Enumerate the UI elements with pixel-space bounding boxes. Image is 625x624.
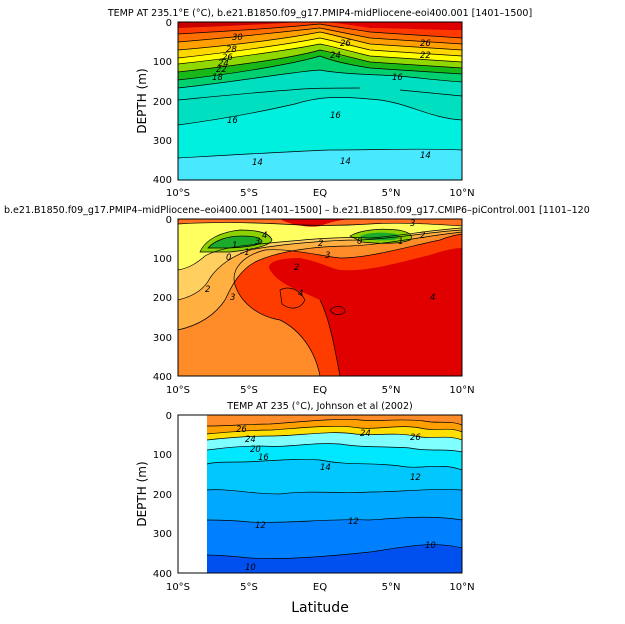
svg-text:4: 4: [298, 289, 303, 299]
svg-text:10: 10: [245, 563, 256, 573]
p1-ytick-0: 0: [166, 18, 172, 29]
p3-ytick-0: 0: [166, 411, 172, 422]
svg-text:24: 24: [330, 51, 341, 61]
svg-text:30: 30: [232, 33, 243, 43]
svg-text:20: 20: [250, 445, 261, 455]
svg-text:12: 12: [410, 473, 421, 483]
svg-text:18: 18: [212, 73, 223, 83]
p2-ytick-1: 100: [153, 254, 172, 265]
svg-text:3: 3: [325, 251, 330, 261]
p3-xtick-4: 10°N: [449, 582, 474, 593]
p2-xtick-3: 5°N: [382, 385, 401, 396]
svg-text:26: 26: [222, 53, 233, 63]
svg-text:26: 26: [410, 433, 421, 443]
panel-3-ylabel: DEPTH (m): [135, 461, 149, 526]
svg-text:22: 22: [216, 65, 227, 75]
p3-ytick-3: 300: [153, 529, 172, 540]
panel-2-y-ticks: 0 100 200 300 400: [153, 215, 172, 383]
p1-ytick-4: 400: [153, 175, 172, 186]
panel-3-title: TEMP AT 235 (°C), Johnson et al (2002): [226, 401, 412, 412]
svg-text:0: 0: [357, 237, 362, 247]
p3-xtick-2: EQ: [313, 582, 327, 593]
svg-text:14: 14: [420, 151, 431, 161]
svg-text:1: 1: [398, 237, 403, 247]
svg-text:12: 12: [255, 521, 266, 531]
p1-xtick-2: EQ: [313, 188, 327, 199]
panel-1-ylabel: DEPTH (m): [135, 68, 149, 133]
p1-xtick-3: 5°N: [382, 188, 401, 199]
p2-xtick-4: 10°N: [449, 385, 474, 396]
p1-xtick-1: 5°S: [240, 188, 258, 199]
panel-1-x-ticks: 10°S 5°S EQ 5°N 10°N: [166, 188, 475, 199]
p1-xtick-0: 10°S: [166, 188, 190, 199]
svg-text:3: 3: [410, 219, 415, 229]
svg-text:24: 24: [245, 435, 256, 445]
p2-xtick-1: 5°S: [240, 385, 258, 396]
panel-3-xlabel: Latitude: [291, 600, 349, 616]
svg-text:2: 2: [318, 239, 323, 249]
p1-ytick-3: 300: [153, 136, 172, 147]
svg-text:0: 0: [226, 253, 231, 263]
panel-2-x-ticks: 10°S 5°S EQ 5°N 10°N: [166, 385, 475, 396]
p3-xtick-3: 5°N: [382, 582, 401, 593]
svg-text:26: 26: [420, 39, 431, 49]
panel-1-field: 30 28 26 24 22 18 16 16 16 14 14 14 26 2…: [178, 22, 462, 180]
p3-xtick-0: 10°S: [166, 582, 190, 593]
svg-text:24: 24: [360, 429, 371, 439]
svg-text:14: 14: [252, 158, 263, 168]
panel-2-title: b.e21.B1850.f09_g17.PMIP4–midPliocene–eo…: [4, 205, 590, 216]
svg-text:2: 2: [205, 285, 210, 295]
p2-ytick-0: 0: [166, 215, 172, 226]
p2-ytick-4: 400: [153, 372, 172, 383]
p2-ytick-2: 200: [153, 293, 172, 304]
p2-ytick-3: 300: [153, 333, 172, 344]
panel-2: b.e21.B1850.f09_g17.PMIP4–midPliocene–eo…: [4, 205, 590, 396]
p3-ytick-1: 100: [153, 450, 172, 461]
svg-text:14: 14: [320, 463, 331, 473]
svg-text:2: 2: [294, 263, 299, 273]
panel-1: TEMP AT 235.1°E (°C), b.e21.B1850.f09_g1…: [107, 8, 532, 199]
svg-text:16: 16: [392, 73, 403, 83]
p3-xtick-1: 5°S: [240, 582, 258, 593]
svg-text:–1: –1: [240, 248, 250, 258]
svg-text:12: 12: [348, 517, 359, 527]
svg-text:22: 22: [420, 51, 431, 61]
svg-text:16: 16: [258, 453, 269, 463]
svg-text:2: 2: [420, 231, 425, 241]
svg-text:16: 16: [330, 111, 341, 121]
p3-ytick-4: 400: [153, 569, 172, 580]
svg-text:4: 4: [430, 293, 435, 303]
svg-text:14: 14: [340, 157, 351, 167]
svg-text:1: 1: [232, 241, 237, 251]
panel-3-y-ticks: 0 100 200 300 400: [153, 411, 172, 580]
p1-ytick-1: 100: [153, 57, 172, 68]
panel-1-title: TEMP AT 235.1°E (°C), b.e21.B1850.f09_g1…: [107, 8, 532, 19]
svg-text:28: 28: [226, 45, 237, 55]
p1-xtick-4: 10°N: [449, 188, 474, 199]
svg-text:3: 3: [230, 293, 235, 303]
svg-text:3: 3: [255, 237, 260, 247]
svg-text:24: 24: [218, 59, 229, 69]
svg-text:10: 10: [425, 541, 436, 551]
panel-1-frame: [177, 21, 463, 181]
p2-xtick-0: 10°S: [166, 385, 190, 396]
panel-3-x-ticks: 10°S 5°S EQ 5°N 10°N: [166, 582, 475, 593]
svg-text:26: 26: [340, 39, 351, 49]
svg-text:4: 4: [262, 231, 267, 241]
panel-3: TEMP AT 235 (°C), Johnson et al (2002) 2…: [135, 401, 475, 616]
p1-ytick-2: 200: [153, 97, 172, 108]
svg-text:16: 16: [227, 116, 238, 126]
svg-text:26: 26: [236, 425, 247, 435]
panel-2-frame: [177, 218, 463, 377]
p2-xtick-2: EQ: [313, 385, 327, 396]
panel-1-y-ticks: 0 100 200 300 400: [153, 18, 172, 186]
panel-3-frame: [177, 414, 463, 574]
p3-ytick-2: 200: [153, 490, 172, 501]
